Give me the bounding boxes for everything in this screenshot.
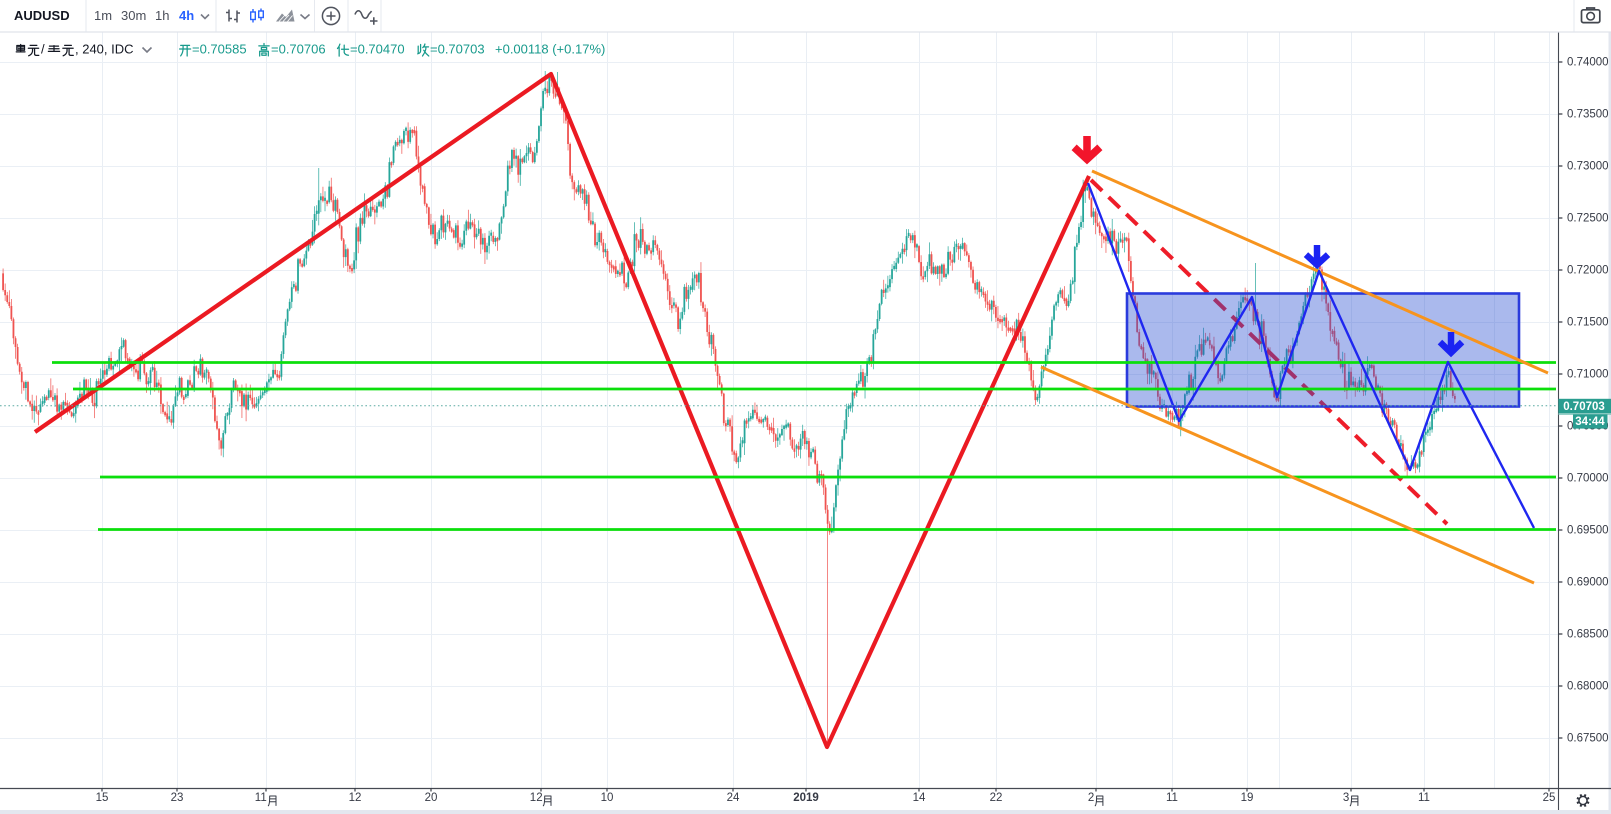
svg-text:24: 24 [727, 792, 740, 804]
svg-text:1h: 1h [155, 8, 169, 23]
svg-text:=0.70703: =0.70703 [430, 41, 485, 56]
svg-text:+0.00118 (+0.17%): +0.00118 (+0.17%) [495, 41, 605, 56]
svg-text:0.67500: 0.67500 [1567, 733, 1609, 745]
svg-text:0.73000: 0.73000 [1567, 161, 1609, 173]
svg-text:0.69000: 0.69000 [1567, 577, 1609, 589]
svg-text:12: 12 [349, 792, 362, 804]
svg-text:12: 12 [530, 792, 543, 804]
svg-text:2: 2 [1088, 792, 1094, 804]
svg-text:11: 11 [1166, 792, 1178, 804]
svg-text:15: 15 [96, 792, 109, 804]
svg-text:11: 11 [255, 792, 267, 804]
svg-text:0.72500: 0.72500 [1567, 213, 1609, 225]
svg-text:0.71000: 0.71000 [1567, 369, 1609, 381]
svg-text:/: / [41, 41, 45, 56]
svg-text:0.70703: 0.70703 [1563, 401, 1605, 413]
svg-text:30m: 30m [121, 8, 146, 23]
svg-text:14: 14 [913, 792, 926, 804]
svg-text:=0.70470: =0.70470 [350, 41, 405, 56]
svg-text:20: 20 [425, 792, 438, 804]
svg-text:1m: 1m [94, 8, 112, 23]
svg-text:10: 10 [601, 792, 614, 804]
svg-text:0.68500: 0.68500 [1567, 629, 1609, 641]
svg-text:4h: 4h [179, 8, 194, 23]
svg-text:0.70000: 0.70000 [1567, 473, 1609, 485]
svg-text:2019: 2019 [793, 792, 819, 804]
svg-text:25: 25 [1543, 792, 1556, 804]
svg-text:11: 11 [1418, 792, 1430, 804]
svg-text:34:44: 34:44 [1575, 416, 1605, 428]
svg-text:0.71500: 0.71500 [1567, 317, 1609, 329]
svg-text:23: 23 [171, 792, 184, 804]
svg-text:0.68000: 0.68000 [1567, 681, 1609, 693]
svg-text:0.72000: 0.72000 [1567, 265, 1609, 277]
svg-text:=0.70585: =0.70585 [192, 41, 247, 56]
svg-text:0.69500: 0.69500 [1567, 525, 1609, 537]
svg-text:AUDUSD: AUDUSD [14, 8, 70, 23]
svg-text:22: 22 [990, 792, 1003, 804]
svg-text:19: 19 [1241, 792, 1254, 804]
svg-text:0.73500: 0.73500 [1567, 109, 1609, 121]
svg-text:0.74000: 0.74000 [1567, 57, 1609, 69]
svg-text:=0.70706: =0.70706 [271, 41, 326, 56]
svg-text:3: 3 [1343, 792, 1349, 804]
svg-text:, 240, IDC: , 240, IDC [75, 41, 134, 56]
